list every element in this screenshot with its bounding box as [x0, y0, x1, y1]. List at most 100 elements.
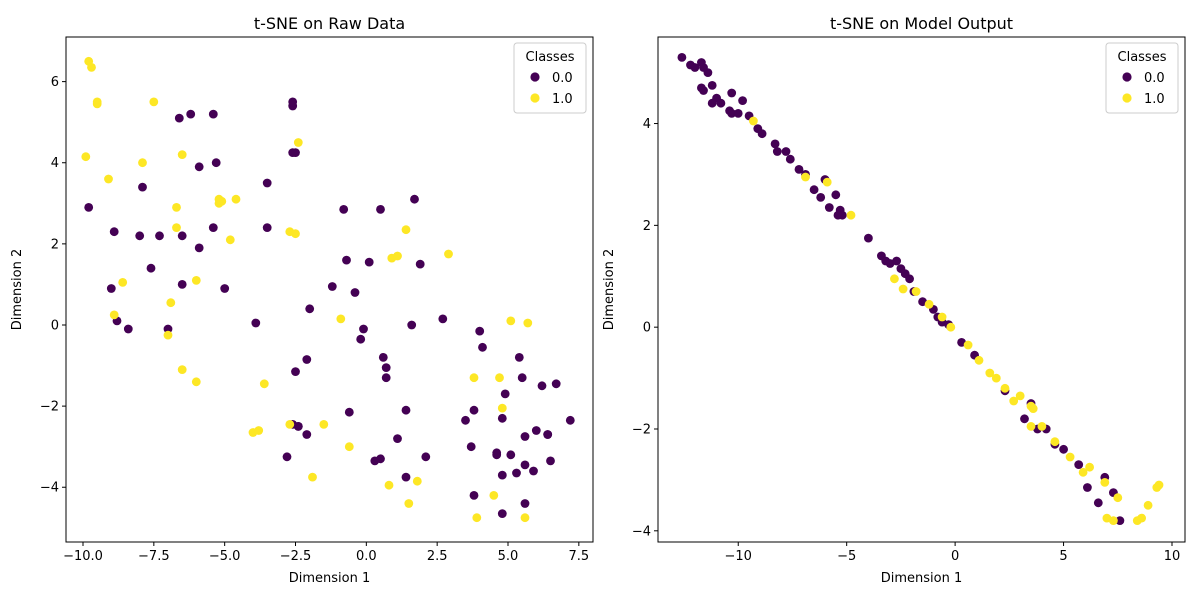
scatter-point-class-1 [523, 318, 533, 328]
legend-title: Classes [526, 50, 575, 65]
scatter-point-class-0 [393, 434, 402, 443]
scatter-point-class-1 [1015, 391, 1025, 401]
scatter-point-class-0 [531, 426, 541, 435]
scatter-point-class-1 [898, 284, 908, 294]
scatter-point-class-1 [138, 158, 147, 168]
scatter-point-class-1 [946, 322, 956, 332]
scatter-point-class-1 [469, 373, 479, 383]
scatter-point-class-0 [794, 165, 804, 174]
scatter-point-class-0 [1115, 516, 1125, 525]
scatter-point-class-0 [727, 88, 737, 98]
scatter-point-class-0 [727, 109, 737, 118]
scatter-point-class-1 [974, 355, 984, 365]
scatter-point-class-1 [1050, 437, 1060, 447]
scatter-point-class-1 [384, 480, 394, 490]
legend: Classes 0.0 1.0 [513, 42, 587, 114]
scatter-point-class-0 [339, 205, 349, 214]
scatter-point-class-0 [135, 231, 145, 241]
scatter-point-class-0 [163, 324, 173, 334]
scatter-point-class-0 [1083, 483, 1092, 492]
scatter-point-class-0 [370, 456, 380, 466]
scatter-point-class-0 [469, 491, 479, 500]
scatter-point-class-0 [106, 284, 116, 293]
y-tick-label: −4 [40, 481, 59, 496]
scatter-point-class-0 [344, 407, 354, 417]
scatter-point-class-1 [846, 210, 856, 220]
scatter-point-class-0 [497, 509, 507, 518]
scatter-point-class-0 [905, 274, 914, 284]
scatter-point-class-0 [174, 113, 184, 123]
data-points [677, 53, 1164, 525]
scatter-point-class-0 [520, 499, 530, 508]
scatter-point-class-1 [937, 312, 947, 322]
scatter-point-class-0 [410, 194, 419, 204]
scatter-point-class-0 [757, 129, 767, 139]
scatter-point-class-0 [291, 367, 300, 376]
scatter-point-class-1 [172, 223, 181, 233]
scatter-point-class-0 [262, 223, 272, 233]
scatter-point-class-0 [327, 282, 337, 291]
legend-label: 0.0 [1144, 71, 1165, 86]
legend-label: 0.0 [552, 71, 573, 86]
scatter-point-class-0 [302, 430, 312, 439]
scatter-point-class-1 [177, 150, 187, 160]
scatter-point-class-0 [529, 466, 538, 476]
scatter-point-class-0 [109, 227, 119, 237]
scatter-point-class-0 [356, 334, 366, 344]
x-axis-label: Dimension 1 [289, 571, 371, 586]
scatter-point-class-1 [401, 225, 411, 235]
scatter-point-class-1 [344, 442, 354, 452]
x-tick-label: −5.0 [209, 549, 241, 564]
scatter-point-class-0 [282, 452, 292, 462]
y-tick-label: −2 [40, 400, 59, 415]
scatter-point-class-1 [472, 513, 482, 523]
scatter-point-class-0 [478, 342, 487, 352]
raw-data-scatter-chart: −10.0 −7.5 −5.0 −2.5 0.0 2.5 5.0 7.5 −4 −2 0 2 4 6 t-S… [10, 14, 594, 586]
scatter-point-class-1 [520, 513, 530, 523]
scatter-point-class-0 [251, 318, 261, 328]
x-tick-label: −7.5 [138, 549, 170, 564]
scatter-point-class-0 [401, 472, 411, 482]
scatter-point-class-1 [336, 314, 346, 324]
scatter-point-class-1 [495, 373, 504, 383]
scatter-point-class-0 [350, 288, 360, 297]
scatter-point-class-0 [770, 139, 780, 149]
scatter-point-class-1 [1009, 396, 1019, 406]
x-tick-label: 7.5 [568, 549, 589, 564]
chart-title: t-SNE on Model Output [830, 14, 1013, 33]
scatter-point-class-0 [1093, 498, 1103, 508]
scatter-point-class-0 [781, 147, 791, 156]
scatter-point-class-1 [985, 368, 995, 378]
x-tick-label: 5 [1059, 549, 1067, 564]
scatter-point-class-0 [407, 320, 417, 330]
scatter-point-class-1 [118, 278, 128, 287]
scatter-point-class-1 [166, 298, 176, 308]
scatter-point-class-0 [381, 373, 391, 383]
x-tick-label: 5.0 [498, 549, 519, 564]
scatter-point-class-0 [707, 98, 717, 108]
scatter-point-class-0 [466, 442, 476, 452]
scatter-point-class-1 [1113, 493, 1123, 503]
scatter-point-class-1 [177, 365, 187, 374]
scatter-point-class-1 [1078, 467, 1088, 477]
x-tick-label: −2.5 [280, 549, 312, 564]
scatter-point-class-1 [963, 340, 973, 350]
scatter-point-class-0 [520, 432, 530, 441]
scatter-point-class-0 [816, 193, 826, 202]
scatter-point-class-1 [497, 403, 507, 413]
scatter-point-class-0 [364, 257, 374, 267]
scatter-point-class-0 [475, 326, 485, 336]
scatter-point-class-1 [1026, 422, 1036, 431]
scatter-point-class-1 [991, 373, 1001, 383]
scatter-point-class-0 [1059, 444, 1068, 454]
legend: Classes 0.0 1.0 [1105, 42, 1179, 114]
scatter-point-class-0 [123, 324, 133, 334]
scatter-point-class-1 [319, 420, 329, 429]
scatter-point-class-0 [438, 314, 448, 324]
scatter-point-class-0 [378, 353, 388, 362]
scatter-point-class-0 [177, 231, 187, 241]
scatter-point-class-0 [186, 109, 196, 119]
scatter-point-class-0 [359, 324, 368, 334]
legend-title: Classes [1118, 50, 1167, 65]
scatter-point-class-1 [149, 97, 159, 107]
